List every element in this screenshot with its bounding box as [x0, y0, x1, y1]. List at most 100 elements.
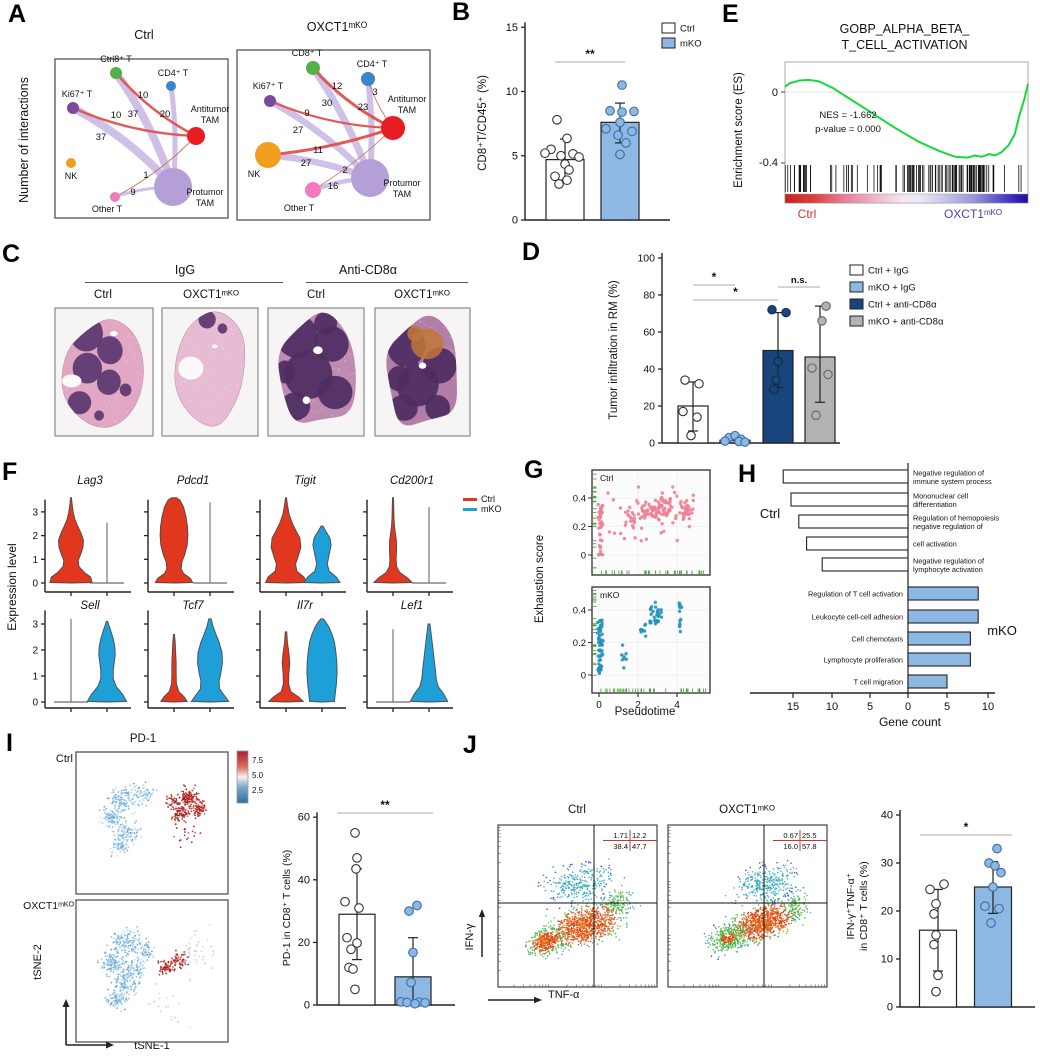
gene-title: Lef1	[401, 600, 423, 612]
tsne-point	[126, 939, 128, 942]
tsne-point	[116, 855, 118, 857]
scatter-point	[639, 539, 643, 543]
x-tick-label: 15	[787, 701, 799, 713]
tsne-point	[106, 955, 109, 957]
tsne-point	[180, 956, 183, 959]
flow-event-dot	[597, 906, 599, 909]
tsne-point	[132, 989, 135, 992]
flow-event-dot	[629, 907, 631, 909]
scatter-point	[675, 538, 679, 543]
edge-count-label: 20	[160, 109, 171, 120]
flow-event-dot	[554, 948, 556, 951]
scatter-point	[599, 506, 604, 511]
tsne-point	[107, 968, 109, 971]
flow-event-dot	[565, 938, 567, 940]
network-edge	[268, 99, 395, 130]
vessel-lumen	[178, 356, 204, 380]
i-title: PD-1	[129, 733, 157, 745]
scatter-point	[600, 642, 604, 646]
flow-event-dot	[570, 928, 572, 931]
legend-swatch	[849, 281, 864, 293]
data-point	[615, 149, 625, 160]
scatter-point	[622, 536, 627, 541]
tsne-point	[117, 835, 120, 837]
tsne-point	[203, 800, 205, 803]
tsne-point	[166, 798, 168, 800]
tsne-point	[160, 960, 162, 963]
tsne-point	[126, 849, 129, 852]
tsne-point	[194, 934, 197, 937]
flow-event-dot	[596, 928, 598, 930]
tsne-point	[122, 998, 125, 1001]
flow-event-dot	[537, 885, 539, 888]
flow-event-dot	[564, 929, 567, 932]
scatter-point	[674, 514, 678, 518]
tissue-speckle	[223, 348, 225, 350]
tsne-point	[194, 817, 197, 820]
tsne-point	[113, 843, 115, 846]
flow-event-dot	[527, 940, 530, 942]
go-term-label: T cell migration	[854, 678, 903, 687]
panel-j-label: J	[463, 731, 477, 759]
tissue-speckle	[115, 323, 117, 325]
flow-event-dot	[584, 895, 586, 898]
tsne-point	[118, 987, 121, 989]
tsne-point	[174, 819, 177, 822]
flow-event-dot	[560, 919, 563, 922]
tissue-speckle	[196, 344, 198, 347]
flow-event-dot	[623, 904, 626, 906]
flow-event-dot	[584, 880, 586, 882]
tsne-point	[120, 983, 122, 986]
violin-shape	[306, 618, 338, 703]
flow-event-dot	[534, 954, 537, 957]
flow-event-dot	[583, 914, 585, 916]
flow-event-dot	[571, 884, 573, 887]
tsne-point	[186, 797, 189, 800]
flow-event-dot	[569, 933, 571, 936]
tsne-point	[112, 814, 114, 817]
flow-event-dot	[550, 942, 553, 944]
tsne-point	[162, 968, 165, 971]
tsne-point	[132, 792, 135, 795]
tsne-point	[188, 946, 191, 949]
flow-event-dot	[525, 945, 527, 948]
flow-event-dot	[570, 931, 573, 933]
flow-event-dot	[598, 919, 600, 922]
flow-event-dot	[609, 896, 611, 899]
flow-event-dot	[546, 944, 549, 946]
tsne-point	[112, 1000, 115, 1002]
tissue-speckle	[205, 375, 208, 378]
tsne-point	[116, 978, 118, 981]
flow-event-dot	[586, 870, 589, 873]
tsne-point	[161, 972, 164, 975]
tsne-point	[126, 828, 129, 831]
tsne-point	[115, 797, 118, 799]
tissue-speckle	[444, 346, 446, 349]
tsne-point	[119, 957, 122, 960]
flow-event-dot	[552, 877, 555, 880]
flow-event-dot	[567, 875, 569, 878]
edge-count-label: 9	[304, 108, 309, 119]
e-title-line1: GOBP_ALPHA_BETA_	[839, 22, 970, 36]
flow-event-dot	[586, 908, 588, 911]
data-point	[807, 363, 817, 373]
tsne-point	[134, 945, 137, 948]
flow-event-dot	[552, 931, 555, 933]
flow-event-dot	[566, 932, 568, 935]
node-label: Antitumor	[191, 104, 230, 114]
tsne-point	[192, 806, 195, 809]
flow-event-dot	[529, 951, 532, 954]
violin-y-tick-label: 1	[32, 672, 38, 683]
flow-event-dot	[570, 900, 573, 903]
tsne-point	[120, 993, 123, 995]
tsne-point	[179, 846, 182, 849]
flow-event-dot	[600, 934, 602, 937]
edge-count-label: 10	[138, 90, 149, 101]
tissue-speckle	[116, 412, 118, 415]
flow-event-dot	[615, 936, 617, 938]
tsne-point	[117, 820, 120, 822]
tsne-point	[130, 834, 133, 836]
flow-event-dot	[574, 888, 577, 891]
flow-event-dot	[527, 951, 530, 953]
node-label: Ctrl8⁺ T	[100, 54, 132, 64]
